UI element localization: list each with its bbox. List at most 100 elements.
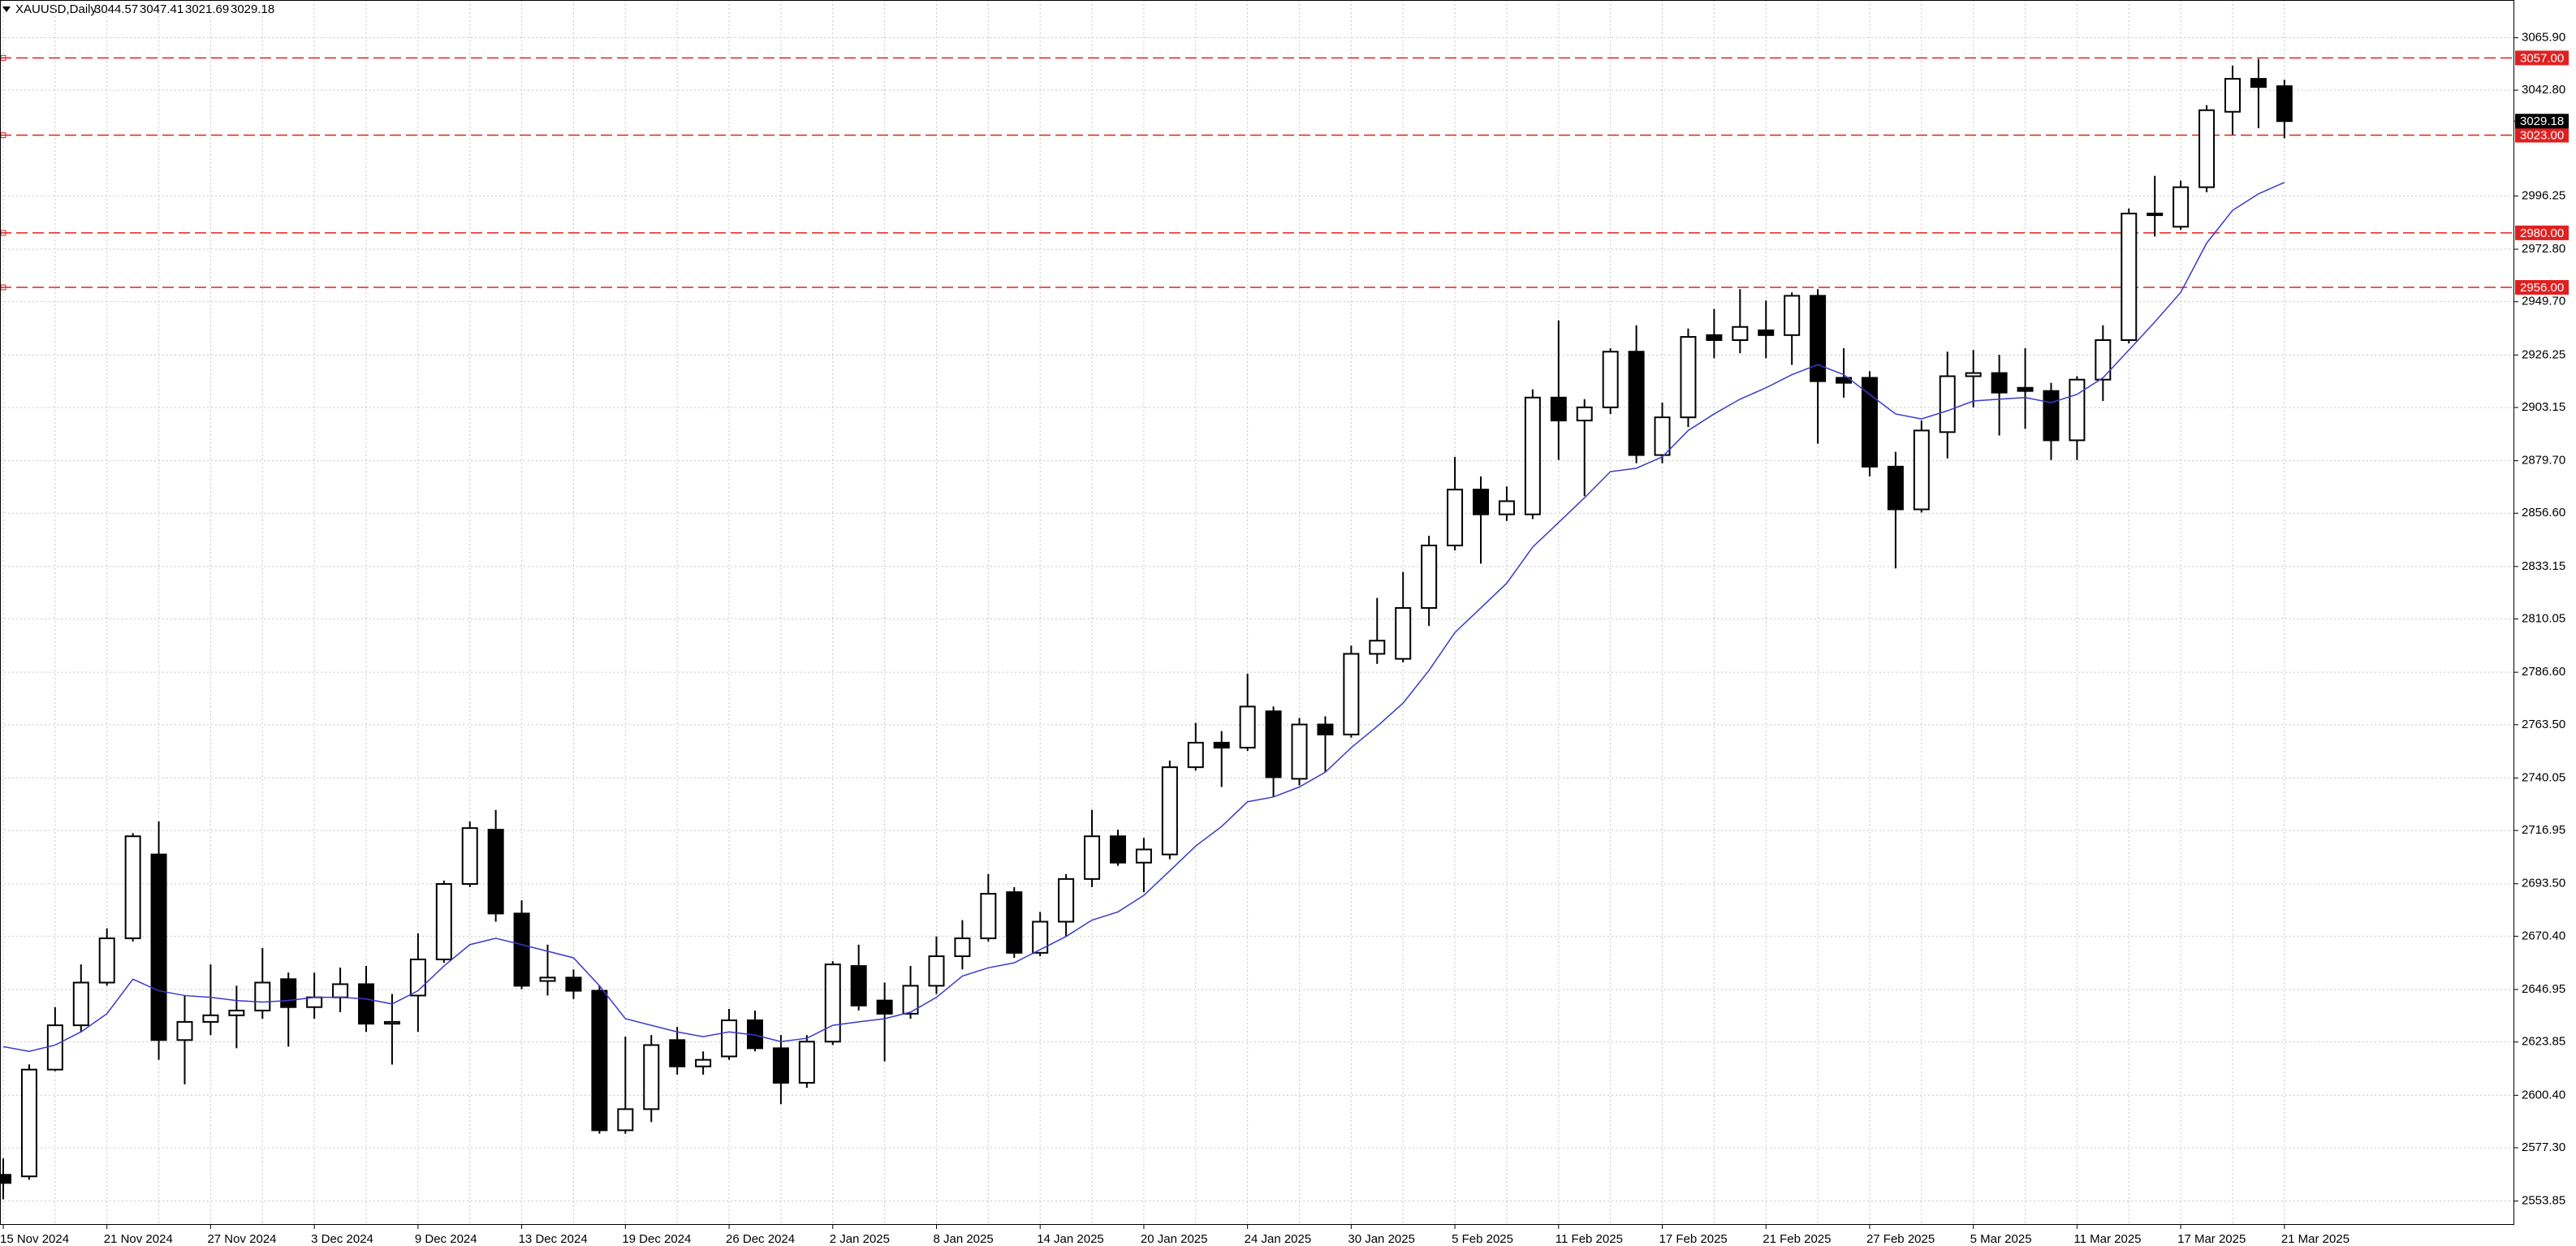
candle-body xyxy=(1913,429,1930,511)
candle-body xyxy=(1628,351,1645,456)
candle-body xyxy=(695,1058,712,1067)
y-tick-label: 2949.70 xyxy=(2522,295,2565,308)
candle-body xyxy=(1991,372,2008,394)
candle-body xyxy=(46,1024,63,1071)
candle-body xyxy=(1810,295,1827,382)
candle-body xyxy=(2069,378,2086,442)
collapse-icon xyxy=(2,6,11,12)
candle-body xyxy=(1421,544,1438,609)
candle-body xyxy=(124,835,141,939)
candle-body xyxy=(2147,213,2164,217)
candle-body xyxy=(1239,705,1256,749)
candle-body xyxy=(150,853,167,1041)
candle-body xyxy=(1524,396,1541,515)
header-low: 3021.69 xyxy=(185,2,229,16)
candle-body xyxy=(513,912,530,987)
candle-body xyxy=(1317,723,1334,735)
x-tick-label: 19 Dec 2024 xyxy=(622,1232,691,1246)
level-label: 2956.00 xyxy=(2520,281,2564,295)
candle-body xyxy=(721,1019,738,1058)
candle-body xyxy=(306,996,323,1008)
x-tick-label: 30 Jan 2025 xyxy=(1348,1232,1415,1246)
candle-body xyxy=(1447,489,1464,546)
y-tick-label: 2972.80 xyxy=(2522,242,2565,256)
moving-average xyxy=(2,182,2285,1053)
last-price-box xyxy=(2515,114,2569,129)
x-tick-label: 8 Jan 2025 xyxy=(933,1232,993,1246)
candle-body xyxy=(2173,186,2190,228)
candle-body xyxy=(1965,372,1982,377)
y-tick-label: 2670.40 xyxy=(2522,929,2565,942)
candle-body xyxy=(228,1009,245,1016)
candle-body xyxy=(1058,877,1075,923)
header-close: 3029.18 xyxy=(231,2,274,16)
y-tick-label: 2623.85 xyxy=(2522,1035,2565,1049)
candle-body xyxy=(2043,390,2060,442)
candle-body xyxy=(1109,835,1126,864)
candle-body xyxy=(1887,465,1904,511)
candle-body xyxy=(1006,891,1023,954)
candle-body xyxy=(1706,334,1723,341)
y-tick-label: 2763.50 xyxy=(2522,718,2565,731)
y-tick-label: 2856.60 xyxy=(2522,506,2565,520)
candle-body xyxy=(461,827,478,886)
last-price-label: 3029.18 xyxy=(2520,114,2564,128)
candle-body xyxy=(1473,489,1490,515)
y-tick-label: 2553.85 xyxy=(2522,1194,2565,1208)
candle-body xyxy=(980,893,997,939)
candle-body xyxy=(2198,109,2216,188)
candle-body xyxy=(1369,640,1386,655)
candle-body xyxy=(2276,85,2293,123)
y-tick-label: 2577.30 xyxy=(2522,1140,2565,1154)
x-tick-label: 17 Mar 2025 xyxy=(2177,1232,2246,1246)
candle-body xyxy=(72,981,89,1027)
level-label-box xyxy=(2515,280,2569,295)
candle-body xyxy=(1861,377,1878,468)
y-tick-label: 2600.40 xyxy=(2522,1088,2565,1102)
candle-body xyxy=(280,978,297,1008)
candle-body xyxy=(254,981,271,1011)
candle-body xyxy=(98,937,115,984)
candle-body xyxy=(2250,78,2267,88)
candle-body xyxy=(1602,351,1619,408)
candle-body xyxy=(643,1044,660,1110)
candle-body xyxy=(954,937,971,958)
x-tick-label: 3 Dec 2024 xyxy=(311,1232,373,1246)
candle-body xyxy=(383,1020,400,1025)
candle-body xyxy=(202,1014,219,1023)
x-tick-label: 24 Jan 2025 xyxy=(1245,1232,1312,1246)
candle-body xyxy=(1032,920,1049,954)
y-tick-label: 2996.25 xyxy=(2522,188,2565,202)
candle-body xyxy=(176,1020,193,1041)
candle-body xyxy=(1732,326,1749,341)
x-tick-label: 11 Mar 2025 xyxy=(2073,1232,2141,1246)
x-tick-label: 5 Feb 2025 xyxy=(1452,1232,1513,1246)
x-tick-label: 15 Nov 2024 xyxy=(0,1232,69,1246)
y-tick-label: 2786.60 xyxy=(2522,665,2565,679)
header-open: 3044.57 xyxy=(94,2,138,16)
candle-body xyxy=(1758,329,1775,336)
candle-body xyxy=(2121,213,2138,341)
candle-body xyxy=(2224,78,2241,113)
x-tick-label: 27 Nov 2024 xyxy=(207,1232,276,1246)
candle-body xyxy=(928,955,945,987)
y-tick-label: 2693.50 xyxy=(2522,877,2565,890)
level-label: 3023.00 xyxy=(2520,128,2564,142)
candle-body xyxy=(2017,386,2034,392)
candle-body xyxy=(824,964,841,1043)
candle-body xyxy=(539,977,556,982)
candle-body xyxy=(1084,835,1101,880)
candle-body xyxy=(1187,741,1204,769)
candle-body xyxy=(1395,606,1412,660)
candle-body xyxy=(358,983,375,1025)
x-tick-label: 21 Mar 2025 xyxy=(2281,1232,2349,1246)
candle-body xyxy=(1654,416,1671,456)
y-tick-label: 2926.25 xyxy=(2522,347,2565,361)
x-tick-label: 17 Feb 2025 xyxy=(1659,1232,1728,1246)
x-tick-label: 21 Nov 2024 xyxy=(104,1232,173,1246)
candle-body xyxy=(669,1039,686,1067)
x-tick-label: 26 Dec 2024 xyxy=(726,1232,795,1246)
